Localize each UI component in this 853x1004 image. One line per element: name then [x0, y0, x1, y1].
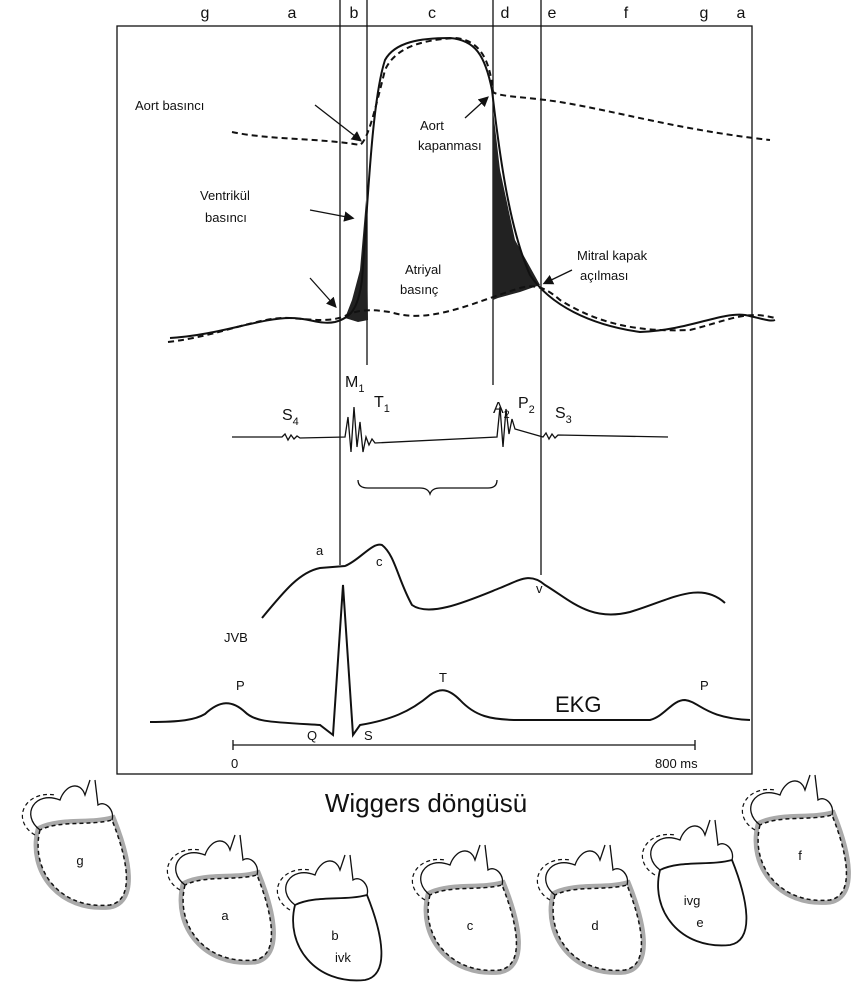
- heart-sound-letter: T: [374, 394, 384, 411]
- heart-sound-letter: S: [282, 407, 293, 424]
- arrow: [465, 98, 487, 118]
- heart-label: ivg: [684, 893, 701, 908]
- phonocardiogram: [232, 407, 668, 452]
- heart-sound-subscript: 3: [566, 414, 572, 426]
- heart-label: g: [76, 853, 83, 868]
- heart: f: [742, 775, 846, 900]
- heart: a: [167, 835, 271, 960]
- aortic-pressure-label: Aort basıncı: [135, 98, 204, 113]
- atrial-label: basınç: [400, 282, 439, 297]
- jvp-curve: [262, 545, 725, 618]
- heart-sound-label: P2: [518, 395, 535, 416]
- heart-sound-label: T1: [374, 394, 390, 415]
- time-scale: [233, 740, 695, 750]
- bracket: [358, 480, 497, 494]
- heart-label: b: [331, 928, 338, 943]
- heart-sound-subscript: 4: [293, 416, 299, 428]
- atrial-label: Atriyal: [405, 262, 441, 277]
- ecg-label: EKG: [555, 692, 601, 717]
- mitral-label: Mitral kapak: [577, 248, 648, 263]
- heart-ventricle: [658, 860, 746, 945]
- phase-label: b: [350, 5, 359, 22]
- phase-label: a: [737, 5, 746, 22]
- atrial-pressure: [168, 286, 775, 342]
- heart-label: e: [696, 915, 703, 930]
- shaded-ivr: [493, 110, 540, 300]
- ecg-wave: P: [236, 678, 245, 693]
- ventricular-pressure: [170, 38, 775, 338]
- jvp-wave: c: [376, 554, 383, 569]
- jvp-label: JVB: [224, 630, 248, 645]
- phase-label: g: [700, 5, 709, 22]
- heart: ivg e: [642, 820, 746, 945]
- heart-sound-letter: A: [493, 400, 504, 417]
- heart-sound-subscript: 2: [504, 409, 510, 421]
- heart-label: f: [798, 848, 802, 863]
- mitral-label: açılması: [580, 268, 628, 283]
- phase-label: a: [288, 5, 297, 22]
- aortic-pressure: [232, 38, 770, 145]
- ecg-wave: Q: [307, 728, 317, 743]
- title: Wiggers döngüsü: [325, 788, 527, 818]
- ecg-wave: T: [439, 670, 447, 685]
- heart: g: [22, 780, 126, 905]
- heart-label: ivk: [335, 950, 351, 965]
- heart-sound-letter: S: [555, 405, 566, 422]
- phase-label: e: [548, 5, 557, 22]
- heart-label: c: [467, 918, 474, 933]
- phase-label: d: [501, 5, 510, 22]
- heart-label: d: [591, 918, 598, 933]
- heart-ventricle: [758, 815, 846, 900]
- aortic-closure-label: Aort: [420, 118, 444, 133]
- heart: d: [537, 845, 641, 970]
- scale-label: 800 ms: [655, 756, 698, 771]
- heart-sound-subscript: 2: [529, 404, 535, 416]
- phase-label: f: [624, 5, 629, 22]
- ventricular-label: Ventrikül: [200, 188, 250, 203]
- ecg-wave: S: [364, 728, 373, 743]
- jvp-wave: a: [316, 543, 324, 558]
- heart-label: a: [221, 908, 229, 923]
- ecg-wave: P: [700, 678, 709, 693]
- phase-label: g: [201, 5, 210, 22]
- heart-sound-letter: P: [518, 395, 529, 412]
- phase-label: c: [428, 5, 436, 22]
- arrow: [310, 210, 352, 218]
- ecg-curve: [150, 585, 750, 735]
- heart-sound-label: S4: [282, 407, 299, 428]
- scale-label: 0: [231, 756, 238, 771]
- heart-sound-subscript: 1: [358, 383, 364, 395]
- heart-sound-label: S3: [555, 405, 572, 426]
- aortic-closure-label: kapanması: [418, 138, 482, 153]
- arrow: [315, 105, 360, 140]
- arrow: [545, 270, 572, 283]
- wiggers-diagram: g a b c d e f g a Aort basıncı Ventrikül basıncı…: [0, 0, 853, 1004]
- heart: b ivk: [277, 855, 381, 980]
- arrow: [310, 278, 335, 306]
- jvp-wave: v: [536, 581, 543, 596]
- ventricular-label: basıncı: [205, 210, 247, 225]
- heart-sound-subscript: 1: [384, 403, 390, 415]
- heart: c: [412, 845, 516, 970]
- heart-sound-letter: M: [345, 374, 358, 391]
- heart-sound-label: M1: [345, 374, 364, 395]
